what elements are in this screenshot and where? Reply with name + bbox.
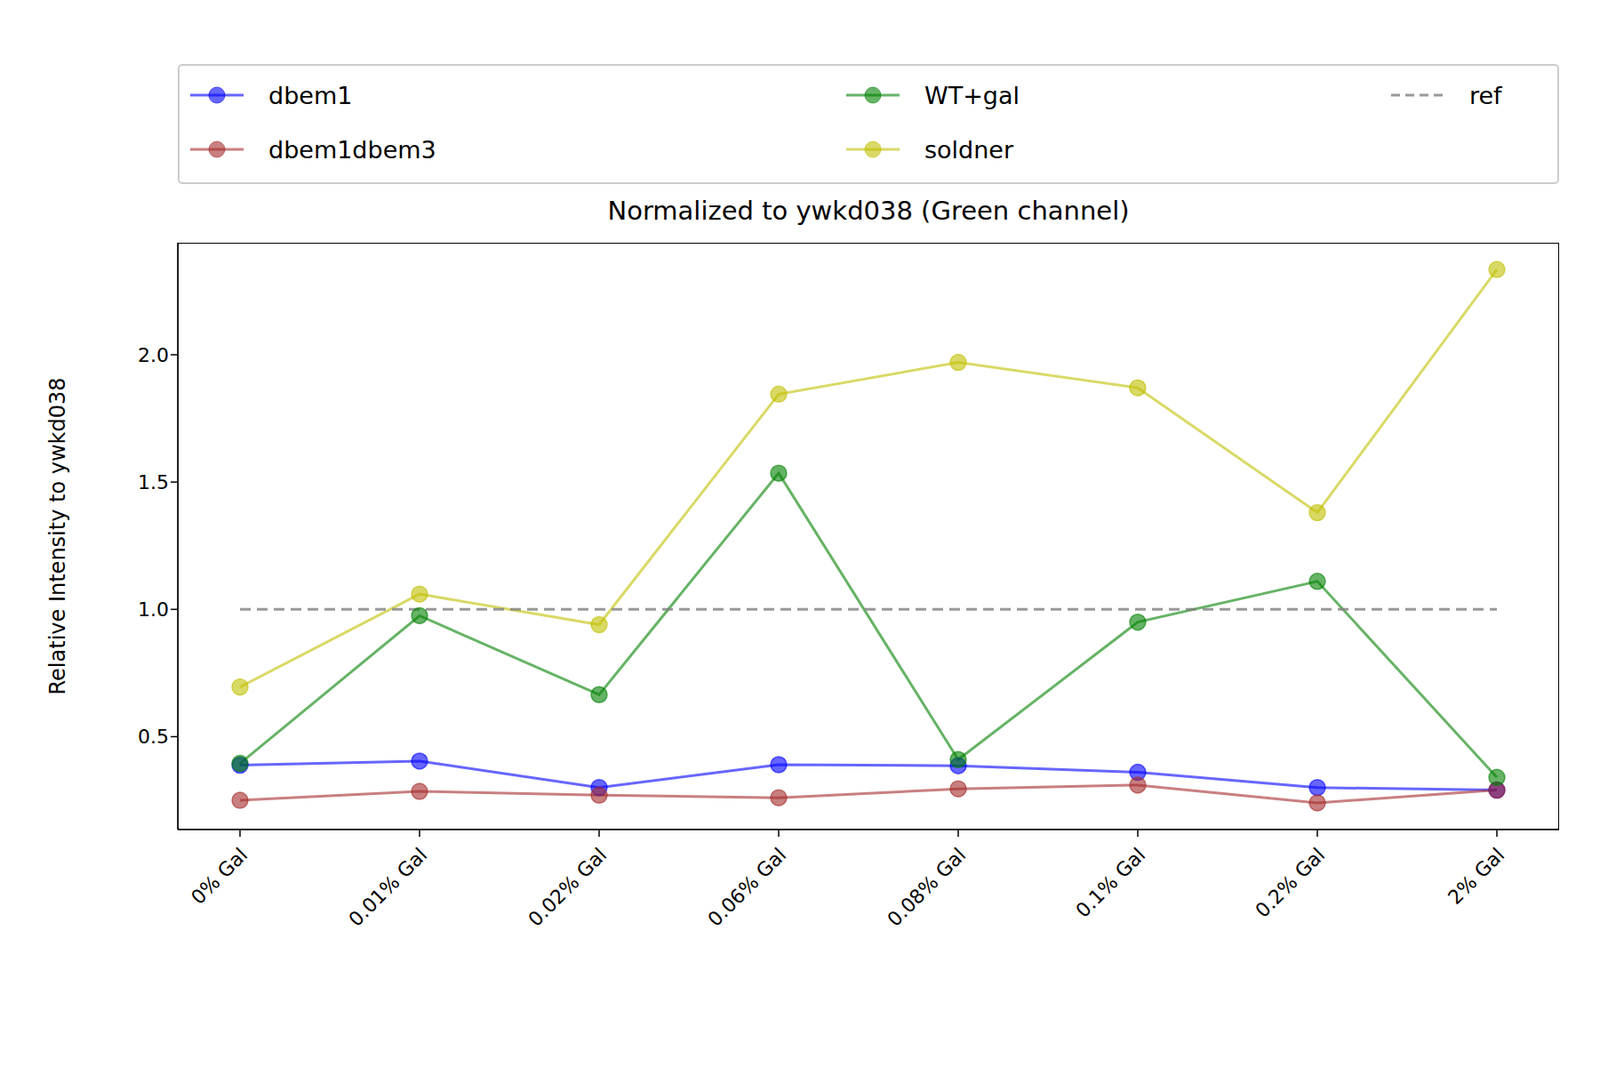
svg-text:0.5: 0.5 <box>137 725 169 748</box>
svg-text:2.0: 2.0 <box>137 344 169 367</box>
html-text:ref: ref <box>1469 81 1502 109</box>
svg-text:2% Gal: 2% Gal <box>1443 843 1509 909</box>
html-text:dbem1dbem3: dbem1dbem3 <box>268 135 437 164</box>
svg-text:0.02% Gal: 0.02% Gal <box>523 843 611 931</box>
svg-text:1.0: 1.0 <box>137 598 169 621</box>
svg-text:0% Gal: 0% Gal <box>186 843 252 909</box>
html-text:Normalized to ywkd038 (Green c: Normalized to ywkd038 (Green channel) <box>607 195 1130 226</box>
svg-text:1.5: 1.5 <box>137 471 169 494</box>
svg-text:0.01% Gal: 0.01% Gal <box>344 843 432 931</box>
svg-text:0.2% Gal: 0.2% Gal <box>1250 843 1329 922</box>
svg-text:0.06% Gal: 0.06% Gal <box>703 843 791 931</box>
html-text:WT+gal: WT+gal <box>924 81 1020 109</box>
svg-text:0.08% Gal: 0.08% Gal <box>882 843 970 931</box>
html-text:soldner: soldner <box>924 135 1014 164</box>
svg-text:0.1% Gal: 0.1% Gal <box>1071 843 1150 922</box>
html-text:Relative Intensity to ywkd038: Relative Intensity to ywkd038 <box>45 377 71 695</box>
html-text:dbem1: dbem1 <box>268 81 353 109</box>
